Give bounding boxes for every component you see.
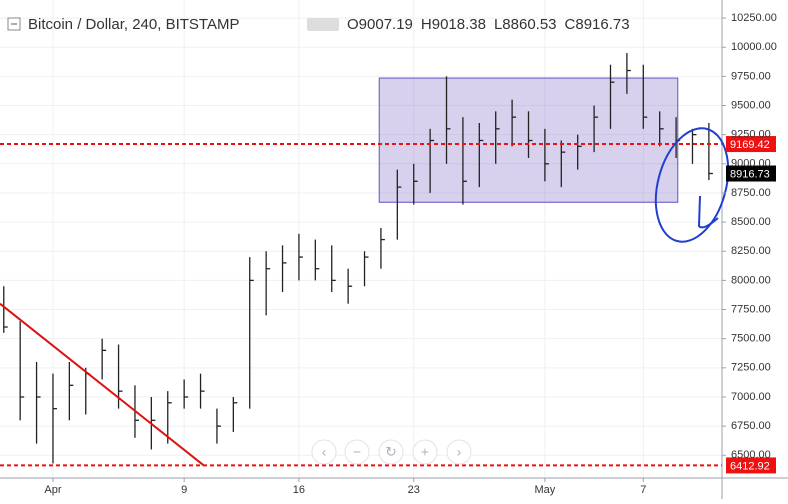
price-tag — [726, 136, 776, 153]
y-tick-label: 8750.00 — [731, 187, 771, 199]
y-tick-label: 8000.00 — [731, 274, 771, 286]
y-tick-label: 9750.00 — [731, 70, 771, 82]
y-tick-label: 6750.00 — [731, 420, 771, 432]
trendline — [0, 302, 205, 467]
scroll-left-button[interactable] — [311, 439, 337, 465]
y-tick-label: 10250.00 — [731, 12, 777, 24]
zoom-in-icon: + — [421, 444, 429, 460]
y-tick-label: 9500.00 — [731, 99, 771, 111]
scroll-right-icon: › — [457, 444, 462, 460]
visibility-toggle[interactable] — [307, 18, 339, 31]
x-tick-label: 9 — [181, 484, 187, 496]
ohlc-value: O9007.19 — [347, 16, 413, 33]
hand-drawn-mark — [697, 195, 719, 229]
chart-title: Bitcoin / Dollar, 240, BITSTAMP — [28, 16, 239, 33]
price-tag-label: 9169.42 — [730, 139, 770, 151]
reset-icon: ↻ — [385, 444, 397, 460]
reset-button[interactable] — [378, 439, 404, 465]
ohlc-value: L8860.53 — [494, 16, 557, 33]
y-tick-label: 8500.00 — [731, 216, 771, 228]
y-tick-label: 9250.00 — [731, 129, 771, 141]
price-tag-label: 6412.92 — [730, 460, 770, 472]
price-tag — [726, 457, 776, 474]
hand-drawn-circle — [654, 127, 730, 243]
zoom-out-icon: − — [353, 444, 361, 460]
price-tag-label: 8916.73 — [730, 168, 770, 180]
y-tick-label: 9000.00 — [731, 158, 771, 170]
scroll-right-button[interactable] — [446, 439, 472, 465]
zoom-out-button[interactable] — [344, 439, 370, 465]
x-tick-label: May — [535, 484, 556, 496]
ohlc-value: C8916.73 — [565, 16, 630, 33]
x-tick-label: 23 — [408, 484, 420, 496]
y-tick-label: 7750.00 — [731, 303, 771, 315]
y-tick-label: 7000.00 — [731, 391, 771, 403]
y-tick-label: 6500.00 — [731, 449, 771, 461]
zoom-in-button[interactable] — [412, 439, 438, 465]
x-tick-label: 16 — [293, 484, 305, 496]
y-tick-label: 10000.00 — [731, 41, 777, 53]
y-tick-label: 7250.00 — [731, 362, 771, 374]
price-tag — [726, 165, 776, 182]
ohlc-value: H9018.38 — [421, 16, 486, 33]
y-tick-label: 8250.00 — [731, 245, 771, 257]
x-tick-label: Apr — [44, 484, 61, 496]
x-tick-label: 7 — [640, 484, 646, 496]
scroll-left-icon: ‹ — [322, 444, 327, 460]
y-tick-label: 7500.00 — [731, 333, 771, 345]
